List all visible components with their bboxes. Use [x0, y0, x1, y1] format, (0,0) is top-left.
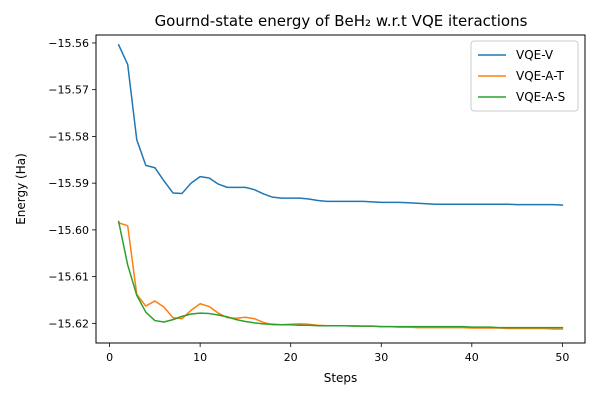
legend-label-vqe-v: VQE-V — [516, 48, 554, 62]
series-line-vqe-a-s — [117, 220, 564, 329]
plot-frame — [95, 34, 586, 344]
legend-label-vqe-a-s: VQE-A-S — [516, 90, 565, 104]
x-tick-label: 30 — [374, 351, 388, 364]
series-line-vqe-a-t — [117, 221, 564, 330]
x-axis: 0 10 20 30 40 50 — [106, 343, 569, 364]
x-tick-label: 0 — [106, 351, 113, 364]
legend-label-vqe-a-t: VQE-A-T — [516, 69, 564, 83]
y-axis-label: Energy (Ha) — [14, 153, 28, 225]
x-tick-label: 50 — [555, 351, 569, 364]
y-tick-label: −15.59 — [48, 177, 89, 190]
y-axis: −15.56 −15.57 −15.58 −15.59 −15.60 −15.61 −15.… — [48, 37, 96, 330]
series-line-vqe-v — [117, 43, 564, 206]
x-axis-label: Steps — [324, 371, 358, 385]
x-tick-label: 20 — [284, 351, 298, 364]
legend-box — [470, 40, 579, 112]
legend: VQE-V VQE-A-T VQE-A-S — [470, 40, 579, 112]
y-tick-label: −15.60 — [48, 224, 89, 237]
y-tick-label: −15.58 — [48, 130, 89, 143]
plot-lines — [117, 43, 564, 330]
y-tick-label: −15.62 — [48, 317, 89, 330]
x-tick-label: 10 — [193, 351, 207, 364]
y-tick-label: −15.61 — [48, 271, 89, 284]
y-tick-label: −15.56 — [48, 37, 89, 50]
x-tick-label: 40 — [465, 351, 479, 364]
legend-items: VQE-V VQE-A-T VQE-A-S — [478, 48, 565, 104]
y-tick-label: −15.57 — [48, 84, 89, 97]
chart-title: Gournd-state energy of BeH₂ w.r.t VQE it… — [155, 12, 528, 30]
